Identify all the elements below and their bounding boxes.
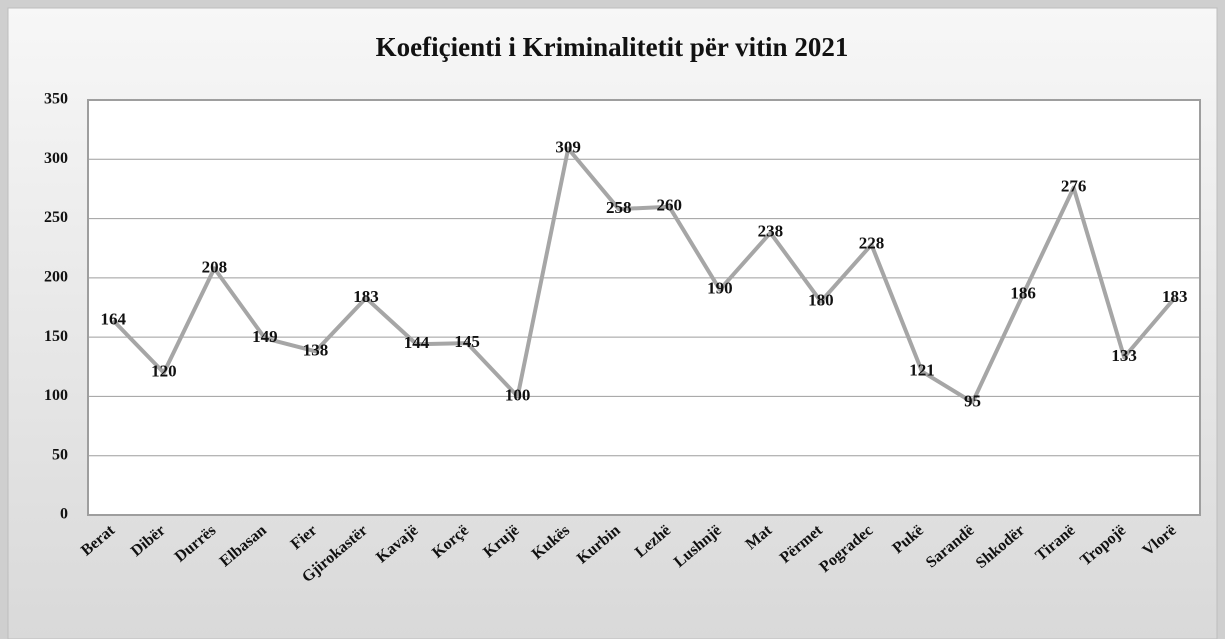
data-label: 260 [657,196,683,215]
plot-area [87,99,1201,516]
y-tick-label: 250 [44,209,68,226]
data-label: 144 [404,333,430,352]
chart-title: Koefiçienti i Kriminalitetit për vitin 2… [376,32,849,62]
y-tick-label: 200 [44,269,68,286]
data-label: 186 [1010,283,1036,302]
data-label: 120 [151,362,177,381]
data-label: 100 [505,385,531,404]
data-label: 228 [859,234,885,253]
y-tick-label: 350 [44,91,68,108]
data-label: 258 [606,198,632,217]
y-tick-label: 300 [44,150,68,167]
y-tick-label: 100 [44,387,68,404]
data-label: 138 [303,340,329,359]
data-label: 133 [1111,346,1137,365]
data-label: 145 [454,332,480,351]
data-label: 183 [353,287,379,306]
data-label: 149 [252,327,278,346]
y-tick-label: 50 [52,446,68,463]
data-label: 309 [555,138,581,157]
data-label: 276 [1061,177,1087,196]
data-label: 164 [101,309,127,328]
data-label: 183 [1162,287,1188,306]
data-label: 121 [909,360,935,379]
data-label: 95 [964,391,981,410]
data-line [111,146,1177,405]
data-label: 238 [758,222,784,241]
y-tick-label: 150 [44,328,68,345]
y-tick-label: 0 [60,506,68,523]
data-label: 190 [707,279,733,298]
data-label: 208 [202,257,228,276]
data-label: 180 [808,290,834,309]
